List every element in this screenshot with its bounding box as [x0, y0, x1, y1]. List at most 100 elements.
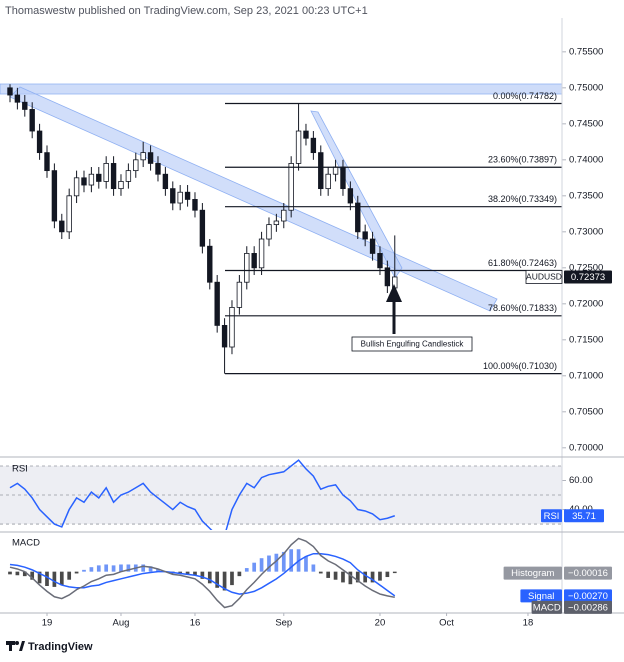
histogram-bar: [15, 571, 20, 576]
histogram-bar: [222, 571, 227, 591]
annotation-box: [351, 336, 473, 352]
candle-body: [103, 163, 109, 182]
candle-body: [118, 181, 124, 190]
candle-body: [29, 109, 35, 132]
histogram-bar: [104, 564, 109, 572]
histogram-bar: [274, 553, 279, 572]
histogram-bar: [178, 571, 183, 574]
x-tick-label: Aug: [113, 618, 130, 629]
histogram-bar: [378, 571, 382, 581]
histogram-bar: [215, 571, 220, 588]
series-name-tag: Histogram: [511, 568, 554, 579]
candle-body: [192, 199, 198, 211]
tag-box: [531, 600, 562, 614]
histogram-bar: [252, 562, 257, 572]
candle-body: [36, 130, 43, 154]
logo-part: [15, 641, 19, 645]
histogram-bar: [370, 571, 375, 583]
y-tick-label: 0.70000: [569, 442, 603, 453]
tag-box: [564, 589, 612, 603]
candle-body: [162, 173, 169, 190]
histogram-bar: [22, 571, 27, 577]
candle-body: [214, 281, 220, 326]
histogram-bar: [82, 569, 86, 572]
y-tick-label: 0.71500: [569, 334, 603, 345]
y-tick-label: 0.73500: [569, 190, 603, 201]
y-tick-label: 0.72000: [569, 298, 603, 309]
x-tick-label: 16: [190, 618, 201, 629]
candle-body: [147, 152, 154, 164]
tag-box: [564, 566, 612, 580]
y-tick-label: 0.70500: [569, 406, 603, 417]
candle-body: [347, 188, 354, 204]
histogram-bar: [267, 555, 271, 572]
y-tick-label: 0.74500: [569, 118, 603, 129]
histogram-bar: [45, 571, 49, 586]
candle-body: [88, 173, 95, 186]
histogram-bar: [304, 556, 308, 572]
y-tick-label: 0.75000: [569, 82, 603, 93]
histogram-bar: [333, 571, 338, 580]
logo-part: [9, 641, 12, 651]
x-tick-label: Sep: [275, 618, 292, 629]
histogram-bar: [200, 571, 205, 579]
rsi-name-tag: RSI: [544, 511, 560, 522]
axis-tags: AUDUSD 0.72373 RSI 35.71 Histogram −0.00016 Si…: [503, 270, 612, 614]
fib-label: 0.00%(0.74782): [493, 91, 557, 101]
histogram-bar: [244, 568, 249, 572]
y-tick-label: 0.75500: [569, 46, 603, 57]
candle-body: [362, 231, 368, 240]
candle-body: [332, 166, 339, 175]
macd-line: [9, 552, 396, 597]
candle-body: [66, 195, 72, 233]
candle-body: [125, 170, 132, 182]
histogram-bar: [52, 571, 57, 587]
histogram-bar: [289, 549, 294, 572]
trend-channels: [0, 83, 562, 312]
histogram-bar: [111, 565, 116, 572]
x-tick-label: 20: [375, 618, 386, 629]
candle-body: [51, 170, 58, 222]
y-tick-label: 0.72500: [569, 262, 603, 273]
marks: 0.70000 0.70500 0.71000 0.71500 0.72000 0.725…: [0, 46, 603, 629]
candle-body: [22, 101, 28, 110]
footer: TradingView: [6, 641, 93, 653]
candle-body: [295, 130, 302, 164]
histogram-bar: [141, 564, 146, 572]
tag-box: [541, 509, 562, 523]
candle-body: [303, 130, 309, 139]
rsi-pane: [0, 459, 562, 530]
histogram-bar: [89, 567, 94, 572]
candle-body: [229, 307, 235, 348]
tag-box: [520, 589, 562, 603]
candle-body: [369, 238, 376, 254]
candle-body: [310, 137, 317, 154]
histogram-bar: [259, 558, 264, 572]
fib-label: 100.00%(0.71030): [483, 361, 557, 371]
series-value-tag: −0.00016: [568, 568, 608, 579]
y-tick-label: 60.00: [569, 475, 593, 486]
histogram-bar: [126, 564, 131, 572]
histogram-bar: [311, 564, 316, 572]
candle-body: [377, 253, 383, 269]
histogram-bar: [96, 565, 101, 572]
pane-title: MACD: [12, 538, 40, 549]
header: Thomaswestw published on TradingView.com…: [5, 5, 368, 17]
histogram-bar: [281, 551, 286, 572]
x-tick-label: 18: [523, 618, 534, 629]
symbol-tag: AUDUSD: [526, 272, 562, 282]
tag-box: [564, 600, 612, 614]
histogram-bar: [326, 571, 331, 578]
histogram-bar: [8, 571, 12, 575]
candle-body: [281, 209, 287, 222]
fib-label: 38.20%(0.73349): [488, 194, 557, 204]
candle-body: [266, 224, 272, 240]
x-tick-label: 19: [42, 618, 53, 629]
symbol-tag-box: [525, 270, 563, 284]
candle-body: [96, 173, 102, 182]
y-tick-label: 0.73000: [569, 226, 603, 237]
candle-body: [14, 94, 21, 103]
histogram-bar: [348, 571, 353, 585]
pattern-annotation: Bullish Engulfing Candlestick: [351, 284, 473, 352]
